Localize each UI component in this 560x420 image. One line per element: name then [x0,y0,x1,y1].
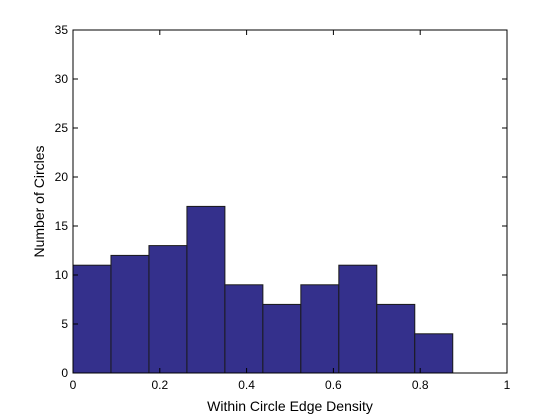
y-tick-label: 15 [55,219,69,233]
y-tick-label: 5 [61,317,68,331]
histogram-bar-4 [186,205,226,374]
histogram-bar-1 [72,264,112,374]
x-tick-label: 1 [504,378,511,392]
histogram-bar-2 [110,254,150,374]
x-axis-label: Within Circle Edge Density [207,398,373,414]
y-axis-label: Number of Circles [31,145,47,257]
histogram-bar-3 [148,245,188,374]
histogram-bar-10 [414,333,454,374]
y-tick-label: 10 [55,268,69,282]
x-axis-ticks: 0 0.2 0.4 0.6 0.8 1 [70,30,511,392]
y-tick-label: 20 [55,170,69,184]
histogram-bar-5 [224,284,264,374]
y-tick-label: 25 [55,121,69,135]
histogram-bar-7 [300,284,340,374]
y-axis-ticks: 0 5 10 15 20 25 30 35 [55,23,507,380]
bars-group [72,205,454,374]
x-tick-label: 0.8 [412,378,429,392]
histogram-bar-6 [262,303,302,374]
y-tick-label: 30 [55,72,69,86]
y-tick-label: 0 [61,366,68,380]
plot-frame [72,29,508,374]
x-tick-label: 0.6 [325,378,342,392]
y-tick-label: 35 [55,23,69,37]
x-tick-label: 0 [70,378,77,392]
x-tick-label: 0.4 [238,378,255,392]
x-tick-label: 0.2 [151,378,168,392]
histogram-bar-8 [338,264,378,374]
histogram-bar-9 [376,303,416,374]
